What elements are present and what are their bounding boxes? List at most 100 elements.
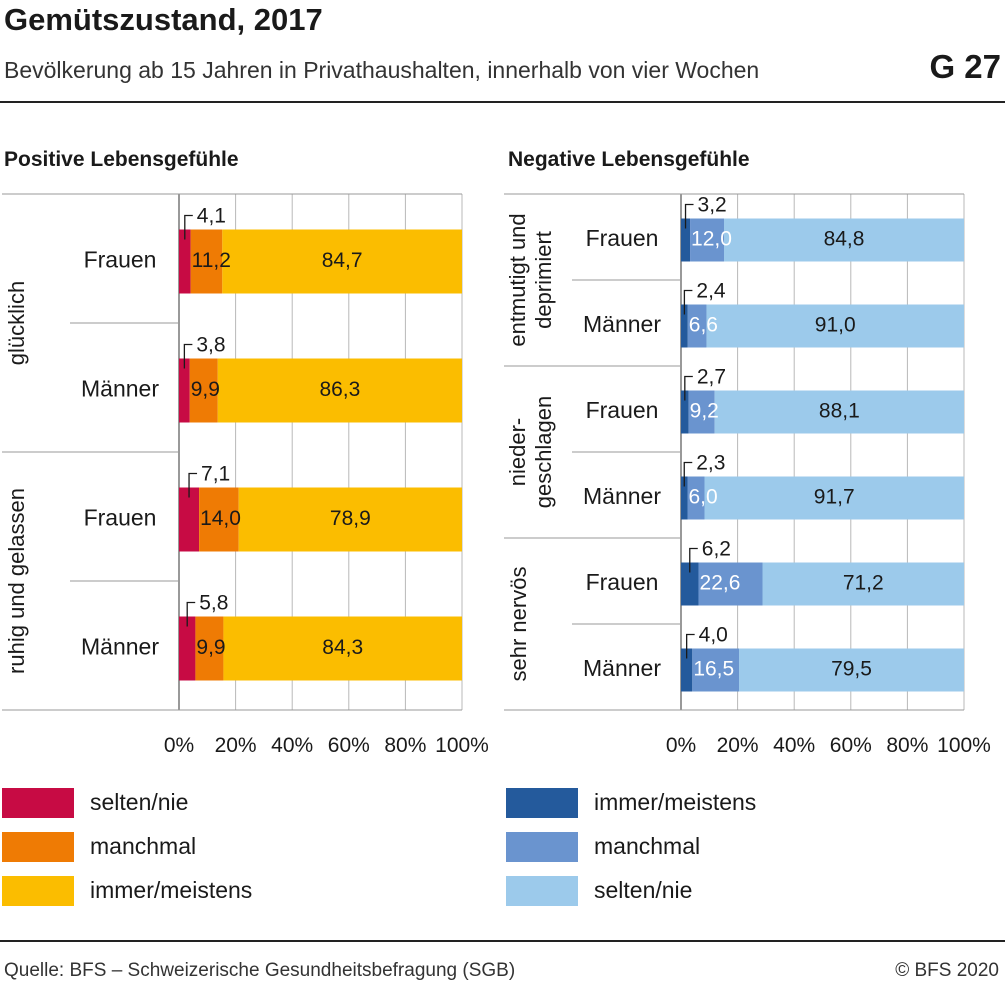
- data-label: 2,4: [696, 280, 726, 303]
- x-tick-label: 20%: [215, 734, 257, 757]
- group-label: deprimiert: [531, 231, 556, 329]
- data-label: 86,3: [319, 378, 360, 401]
- data-label: 16,5: [693, 658, 734, 681]
- category-label: Männer: [583, 655, 661, 681]
- leader-line: [684, 203, 694, 229]
- copyright-note: © BFS 2020: [895, 960, 999, 981]
- bar-segment: [190, 229, 223, 294]
- data-label: 71,2: [843, 572, 884, 595]
- bar-segment: [681, 218, 691, 262]
- x-tick-label: 60%: [830, 734, 872, 757]
- legend-label: immer/meistens: [90, 877, 252, 903]
- leader-line: [186, 601, 196, 627]
- group-label: ruhig und gelassen: [4, 488, 29, 674]
- x-tick-label: 0%: [164, 734, 194, 757]
- data-label: 6,0: [689, 486, 718, 509]
- x-tick-label: 80%: [384, 734, 426, 757]
- data-label: 7,1: [201, 463, 230, 486]
- data-label: 5,8: [199, 592, 228, 615]
- data-label: 91,0: [815, 314, 856, 337]
- bar-segment: [179, 229, 191, 294]
- data-label: 6,6: [689, 314, 718, 337]
- figure-number: G 27: [929, 48, 1001, 85]
- bar-segment: [714, 390, 964, 434]
- x-tick-label: 0%: [666, 734, 696, 757]
- data-label: 6,2: [702, 538, 731, 561]
- category-label: Frauen: [586, 569, 659, 595]
- panel-title: Positive Lebensgefühle: [4, 148, 239, 171]
- data-label: 11,2: [192, 249, 231, 272]
- bar-segment: [704, 476, 964, 520]
- data-label: 12,0: [691, 228, 732, 251]
- bar-segment: [222, 229, 462, 294]
- bar-segment: [223, 616, 462, 681]
- x-tick-label: 40%: [271, 734, 313, 757]
- category-label: Frauen: [586, 397, 659, 423]
- group-label: sehr nervös: [506, 567, 531, 682]
- source-note: Quelle: BFS – Schweizerische Gesundheits…: [4, 960, 516, 981]
- data-label: 84,7: [322, 249, 363, 272]
- bar-segment: [681, 304, 688, 348]
- bar-segment: [681, 562, 699, 606]
- bar-segment: [762, 562, 964, 606]
- group-label: entmutigt und: [505, 213, 530, 346]
- legend-label: immer/meistens: [594, 789, 756, 815]
- bar-segment: [195, 616, 224, 681]
- x-tick-label: 80%: [886, 734, 928, 757]
- data-label: 9,2: [690, 400, 719, 423]
- data-label: 22,6: [700, 572, 741, 595]
- bar-segment: [179, 487, 200, 552]
- legend-swatch: [2, 788, 74, 818]
- leader-line: [683, 289, 693, 315]
- legend-swatch: [506, 788, 578, 818]
- bar-segment: [688, 390, 715, 434]
- panel-title: Negative Lebensgefühle: [508, 148, 750, 171]
- data-label: 14,0: [200, 507, 241, 530]
- leader-line: [689, 547, 698, 573]
- bar-segment: [189, 358, 218, 423]
- bar-segment: [681, 476, 688, 520]
- chart-subtitle: Bevölkerung ab 15 Jahren in Privathausha…: [4, 57, 760, 83]
- bar-segment: [687, 304, 707, 348]
- category-label: Frauen: [84, 247, 157, 273]
- legend-label: selten/nie: [594, 877, 692, 903]
- category-label: Männer: [81, 376, 159, 402]
- header-rule: [0, 101, 1005, 103]
- data-label: 9,9: [196, 636, 225, 659]
- data-label: 3,8: [196, 334, 225, 357]
- legend-label: manchmal: [90, 833, 196, 859]
- data-label: 84,8: [824, 228, 865, 251]
- data-label: 91,7: [814, 486, 855, 509]
- data-label: 2,7: [697, 366, 726, 389]
- bar-segment: [179, 358, 190, 423]
- data-label: 79,5: [831, 658, 872, 681]
- bar-segment: [199, 487, 239, 552]
- leader-line: [683, 461, 693, 487]
- legend-label: selten/nie: [90, 789, 188, 815]
- legend-swatch: [506, 832, 578, 862]
- bar-segment: [690, 218, 725, 262]
- category-label: Männer: [81, 634, 159, 660]
- category-label: Männer: [583, 483, 661, 509]
- x-tick-label: 60%: [328, 734, 370, 757]
- bar-segment: [681, 648, 693, 692]
- data-label: 4,1: [197, 205, 226, 228]
- legend-swatch: [2, 832, 74, 862]
- bar-segment: [698, 562, 763, 606]
- chart-title: Gemütszustand, 2017: [4, 2, 323, 37]
- footer-rule: [0, 940, 1005, 942]
- leader-line: [686, 633, 695, 659]
- legend-swatch: [506, 876, 578, 906]
- bar-segment: [692, 648, 740, 692]
- data-label: 3,2: [698, 194, 727, 217]
- data-label: 2,3: [696, 452, 725, 475]
- legend-label: manchmal: [594, 833, 700, 859]
- legend-swatch: [2, 876, 74, 906]
- leader-line: [183, 343, 193, 369]
- bar-segment: [217, 358, 462, 423]
- leader-line: [188, 472, 198, 498]
- group-label: geschlagen: [531, 396, 556, 509]
- data-label: 4,0: [699, 624, 728, 647]
- leader-line: [684, 375, 693, 401]
